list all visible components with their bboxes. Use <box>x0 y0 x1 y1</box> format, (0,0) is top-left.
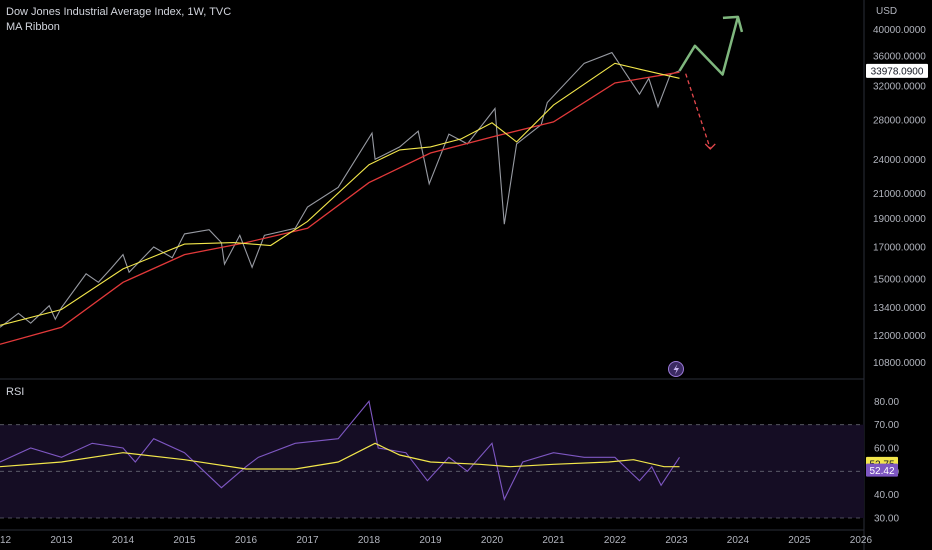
price-tick-label: 36000.0000 <box>873 52 926 63</box>
rsi-series <box>0 400 680 501</box>
year-tick-label: 2012 <box>0 535 12 546</box>
forecast-up-arrowhead <box>722 15 744 33</box>
year-tick-label: 2024 <box>727 535 750 546</box>
year-tick-label: 2026 <box>850 535 873 546</box>
y-axis: USD 10800.0000 12000.0000 13400.0000 15000.0… <box>873 6 926 525</box>
price-tick-label: 40000.0000 <box>873 25 926 36</box>
year-tick-label: 2022 <box>604 535 627 546</box>
x-axis: 2012 2013 2014 2015 2016 2017 2018 2019 2020 2021… <box>0 535 872 546</box>
year-tick-label: 2025 <box>788 535 811 546</box>
price-tick-label: 17000.0000 <box>873 243 926 254</box>
forecast-up-line <box>678 16 740 76</box>
price-tick-label: 12000.0000 <box>873 331 926 342</box>
flash-icon[interactable] <box>668 361 684 377</box>
chart-title: Dow Jones Industrial Average Index, 1W, … <box>6 6 232 18</box>
price-tick-label: 15000.0000 <box>873 274 926 285</box>
rsi-tick-label: 60.00 <box>874 444 899 455</box>
indicator-label: MA Ribbon <box>6 21 60 33</box>
year-tick-label: 2019 <box>419 535 442 546</box>
year-tick-label: 2018 <box>358 535 381 546</box>
forecast-down-line <box>685 73 711 150</box>
year-tick-label: 2017 <box>296 535 319 546</box>
currency-label: USD <box>876 6 897 17</box>
year-tick-label: 2020 <box>481 535 504 546</box>
rsi-tick-label: 40.00 <box>874 490 899 501</box>
rsi-tick-label: 30.00 <box>874 514 899 525</box>
price-tick-label: 28000.0000 <box>873 116 926 127</box>
moving-averages <box>0 62 680 345</box>
year-tick-label: 2016 <box>235 535 258 546</box>
forecast-down-arrowhead <box>704 143 716 150</box>
rsi-tick-label: 70.00 <box>874 420 899 431</box>
ma-slow-line <box>0 71 680 345</box>
rsi-label: RSI <box>6 386 25 398</box>
current-price-badge <box>866 63 928 78</box>
year-tick-label: 2015 <box>173 535 196 546</box>
price-tick-label: 13400.0000 <box>873 303 926 314</box>
rsi-tick-label: 80.00 <box>874 397 899 408</box>
forecast-arrows <box>678 15 744 150</box>
current-price-value: 33978.0900 <box>871 66 924 77</box>
year-tick-label: 2023 <box>665 535 688 546</box>
year-tick-label: 2021 <box>542 535 565 546</box>
rsi-band <box>0 424 864 519</box>
ma-fast-line <box>0 62 680 326</box>
price-series <box>0 51 680 328</box>
price-tick-label: 21000.0000 <box>873 189 926 200</box>
rsi-line <box>0 400 680 501</box>
price-tick-label: 10800.0000 <box>873 358 926 369</box>
year-tick-label: 2013 <box>50 535 73 546</box>
year-tick-label: 2014 <box>112 535 135 546</box>
price-tick-label: 19000.0000 <box>873 214 926 225</box>
price-tick-label: 24000.0000 <box>873 155 926 166</box>
price-line <box>0 51 680 328</box>
rsi-value: 52.42 <box>869 466 894 477</box>
rsi-badge <box>866 463 898 477</box>
rsi-ma-line <box>0 442 680 470</box>
price-tick-label: 32000.0000 <box>873 82 926 93</box>
